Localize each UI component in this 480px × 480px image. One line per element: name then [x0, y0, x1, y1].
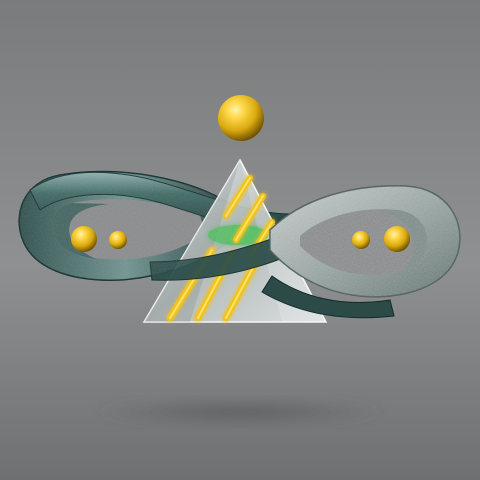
gold-sphere-icon-top	[218, 95, 264, 141]
floor-shadow	[90, 398, 390, 426]
gold-sphere-icon-left-large	[71, 226, 97, 252]
gold-sphere-icon-left-small	[109, 231, 127, 249]
gold-sphere-icon-right-small	[352, 231, 370, 249]
gold-sphere-icon-right-large	[384, 226, 410, 252]
